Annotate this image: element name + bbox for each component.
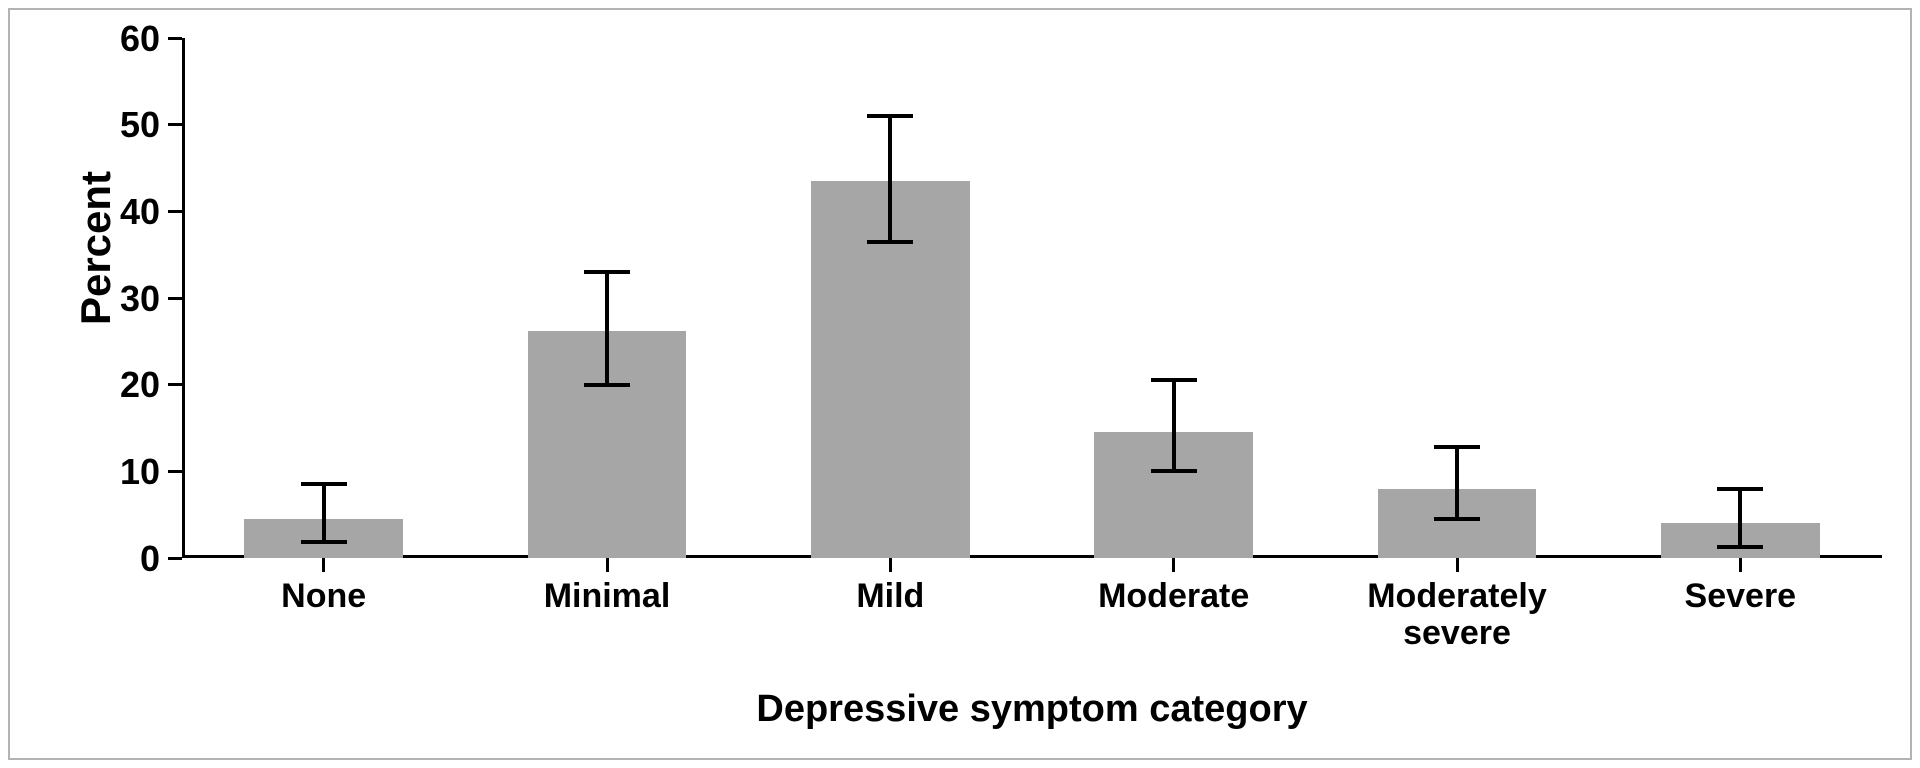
- error-cap-top: [1151, 378, 1197, 382]
- y-tick-mark: [168, 557, 182, 560]
- x-tick-mark: [1739, 558, 1742, 572]
- error-bar: [605, 272, 609, 385]
- y-tick-label: 10: [80, 451, 160, 493]
- plot-area: 0102030405060NoneMinimalMildModerateMode…: [182, 38, 1882, 558]
- error-cap-top: [301, 482, 347, 486]
- error-cap-bottom: [1151, 469, 1197, 473]
- error-cap-top: [1717, 487, 1763, 491]
- y-tick-mark: [168, 210, 182, 213]
- x-tick-mark: [606, 558, 609, 572]
- error-cap-top: [867, 114, 913, 118]
- error-cap-bottom: [301, 540, 347, 544]
- category-label: Minimal: [465, 578, 748, 615]
- x-tick-mark: [1456, 558, 1459, 572]
- error-cap-bottom: [584, 383, 630, 387]
- x-tick-mark: [1172, 558, 1175, 572]
- y-tick-mark: [168, 383, 182, 386]
- y-tick-mark: [168, 123, 182, 126]
- y-tick-label: 60: [80, 18, 160, 60]
- error-cap-bottom: [1434, 517, 1480, 521]
- y-tick-mark: [168, 297, 182, 300]
- error-bar: [1172, 380, 1176, 471]
- category-label: Moderately severe: [1315, 578, 1598, 653]
- y-axis-label: Percent: [72, 98, 120, 398]
- y-tick-label: 0: [80, 538, 160, 580]
- error-cap-bottom: [1717, 545, 1763, 549]
- error-cap-bottom: [867, 240, 913, 244]
- category-label: Moderate: [1032, 578, 1315, 615]
- error-bar: [1738, 489, 1742, 547]
- chart-frame: 0102030405060NoneMinimalMildModerateMode…: [8, 8, 1912, 760]
- x-tick-mark: [889, 558, 892, 572]
- y-tick-mark: [168, 37, 182, 40]
- error-cap-top: [1434, 445, 1480, 449]
- error-bar: [1455, 447, 1459, 519]
- x-axis-label: Depressive symptom category: [182, 688, 1882, 731]
- category-label: Mild: [749, 578, 1032, 615]
- category-label: Severe: [1599, 578, 1882, 615]
- x-axis-line: [182, 555, 1882, 558]
- y-tick-mark: [168, 470, 182, 473]
- error-bar: [888, 116, 892, 242]
- x-tick-mark: [322, 558, 325, 572]
- error-cap-top: [584, 270, 630, 274]
- category-label: None: [182, 578, 465, 615]
- y-axis-line: [182, 38, 185, 558]
- error-bar: [322, 484, 326, 542]
